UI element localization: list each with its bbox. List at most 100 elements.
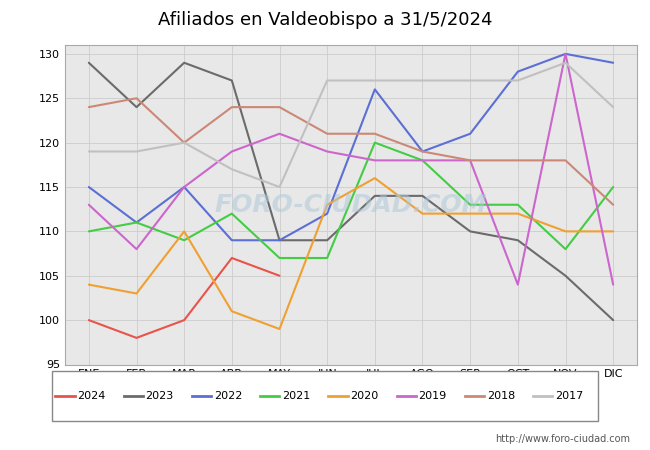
Text: 2022: 2022 [214, 391, 242, 401]
2022 [133, 220, 140, 225]
2021 [228, 211, 236, 216]
2019 [85, 202, 93, 207]
2018 [228, 104, 236, 110]
Line: 2024: 2024 [89, 258, 280, 338]
2021 [276, 255, 283, 261]
2017 [609, 104, 617, 110]
2021 [133, 220, 140, 225]
2022 [323, 211, 331, 216]
2019 [276, 131, 283, 136]
Text: Afiliados en Valdeobispo a 31/5/2024: Afiliados en Valdeobispo a 31/5/2024 [158, 11, 492, 29]
2024 [228, 255, 236, 261]
2022 [371, 87, 379, 92]
2019 [371, 158, 379, 163]
2018 [562, 158, 569, 163]
2018 [514, 158, 522, 163]
2021 [466, 202, 474, 207]
2022 [514, 69, 522, 74]
2019 [466, 158, 474, 163]
2020 [276, 326, 283, 332]
2017 [419, 78, 426, 83]
2020 [371, 176, 379, 181]
2022 [609, 60, 617, 65]
2020 [85, 282, 93, 288]
2020 [609, 229, 617, 234]
2018 [133, 95, 140, 101]
2017 [228, 166, 236, 172]
2018 [419, 149, 426, 154]
2017 [276, 184, 283, 190]
2023 [609, 317, 617, 323]
FancyBboxPatch shape [52, 371, 598, 421]
2021 [419, 158, 426, 163]
2022 [85, 184, 93, 190]
2018 [180, 140, 188, 145]
Line: 2019: 2019 [89, 54, 613, 285]
2019 [228, 149, 236, 154]
2023 [562, 273, 569, 279]
2023 [323, 238, 331, 243]
2024 [85, 317, 93, 323]
2019 [609, 282, 617, 288]
2017 [371, 78, 379, 83]
2023 [419, 193, 426, 198]
2021 [371, 140, 379, 145]
2022 [180, 184, 188, 190]
2021 [323, 255, 331, 261]
Text: http://www.foro-ciudad.com: http://www.foro-ciudad.com [495, 434, 630, 444]
Line: 2022: 2022 [89, 54, 613, 240]
2021 [514, 202, 522, 207]
2018 [276, 104, 283, 110]
2023 [514, 238, 522, 243]
Line: 2021: 2021 [89, 143, 613, 258]
2019 [562, 51, 569, 57]
2019 [323, 149, 331, 154]
2024 [276, 273, 283, 279]
2020 [323, 202, 331, 207]
Text: 2019: 2019 [419, 391, 447, 401]
2020 [466, 211, 474, 216]
2020 [228, 309, 236, 314]
2018 [609, 202, 617, 207]
2017 [466, 78, 474, 83]
2020 [419, 211, 426, 216]
2023 [276, 238, 283, 243]
2024 [180, 317, 188, 323]
2019 [419, 158, 426, 163]
2017 [562, 60, 569, 65]
2019 [133, 247, 140, 252]
2023 [180, 60, 188, 65]
Line: 2018: 2018 [89, 98, 613, 205]
2020 [133, 291, 140, 296]
2022 [276, 238, 283, 243]
2019 [514, 282, 522, 288]
2020 [514, 211, 522, 216]
Text: 2020: 2020 [350, 391, 378, 401]
Text: FORO-CIUDAD.COM: FORO-CIUDAD.COM [214, 193, 488, 217]
2021 [180, 238, 188, 243]
2022 [419, 149, 426, 154]
2018 [371, 131, 379, 136]
Text: 2018: 2018 [487, 391, 515, 401]
Text: 2017: 2017 [555, 391, 583, 401]
2023 [371, 193, 379, 198]
Text: 2021: 2021 [282, 391, 310, 401]
Line: 2023: 2023 [89, 63, 613, 320]
2023 [466, 229, 474, 234]
2017 [180, 140, 188, 145]
2022 [228, 238, 236, 243]
2024 [133, 335, 140, 341]
2023 [85, 60, 93, 65]
2017 [85, 149, 93, 154]
2022 [562, 51, 569, 57]
2023 [133, 104, 140, 110]
2018 [323, 131, 331, 136]
2023 [228, 78, 236, 83]
Text: 2024: 2024 [77, 391, 106, 401]
2020 [562, 229, 569, 234]
2017 [323, 78, 331, 83]
2021 [562, 247, 569, 252]
2022 [466, 131, 474, 136]
2020 [180, 229, 188, 234]
Line: 2017: 2017 [89, 63, 613, 187]
